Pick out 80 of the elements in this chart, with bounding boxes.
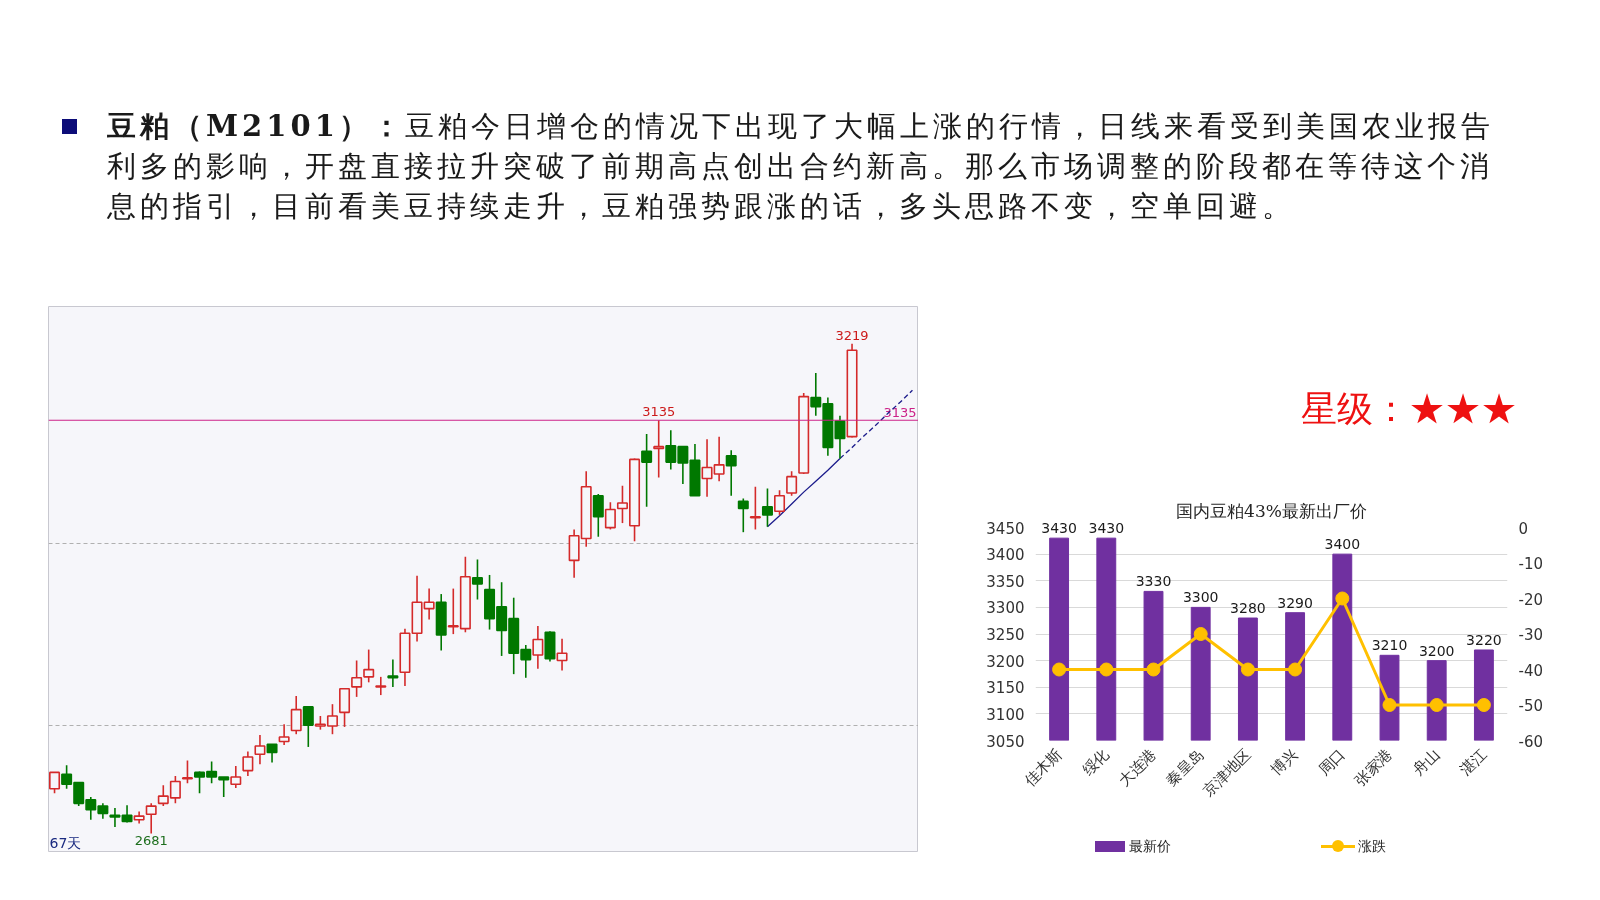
y-tick-label: 3100 [986, 705, 1025, 724]
candlestick [556, 637, 568, 672]
data-label: 3400 [1324, 536, 1361, 553]
y-tick-label: 3450 [986, 519, 1025, 538]
annotation: 67天 [49, 834, 82, 851]
ref-line-label: 3135 [883, 405, 917, 421]
candlestick [375, 676, 387, 696]
candlestick [532, 625, 544, 670]
data-label: 3220 [1466, 631, 1502, 648]
candlestick [604, 501, 616, 531]
candlestick [786, 470, 798, 497]
candlestick [109, 807, 121, 828]
point [1429, 698, 1444, 712]
candlestick [592, 493, 604, 538]
y2-tick-label: -50 [1518, 697, 1543, 715]
y2-tick-label: -20 [1518, 590, 1543, 609]
y-tick-label: 3250 [986, 626, 1025, 644]
point [1382, 698, 1397, 712]
data-label: 3330 [1135, 573, 1172, 590]
candlestick [387, 658, 399, 688]
candlestick [266, 743, 278, 764]
y2-tick-label: -30 [1518, 626, 1543, 644]
y-tick-label: 3400 [986, 546, 1025, 565]
candlestick [351, 659, 363, 698]
point [1052, 662, 1067, 677]
annotation: 2681 [134, 833, 168, 849]
data-label: 3300 [1182, 589, 1219, 606]
x-tick-label: 周口 [1314, 745, 1349, 780]
y2-tick-label: -40 [1518, 661, 1543, 680]
candlestick [761, 487, 773, 528]
x-tick-label: 湛江 [1456, 745, 1491, 780]
candlestick [181, 759, 193, 785]
candlestick [363, 648, 375, 684]
y2-tick-label: 0 [1518, 519, 1529, 538]
data-label: 3200 [1418, 642, 1455, 659]
data-label: 3210 [1371, 637, 1408, 654]
candlestick [774, 489, 786, 516]
y2-tick-label: -60 [1518, 732, 1543, 751]
y-tick-label: 3350 [986, 572, 1025, 591]
legend-label: 涨跌 [1358, 837, 1386, 856]
data-label: 3290 [1277, 594, 1313, 611]
data-label: 3430 [1088, 520, 1125, 537]
candlestick [737, 497, 749, 533]
annotation: 3219 [835, 327, 869, 343]
y-tick-label: 3200 [986, 652, 1025, 671]
candlestick [230, 765, 242, 789]
candlestick [254, 734, 266, 766]
data-label: 3430 [1041, 520, 1077, 537]
candlestick [302, 706, 314, 748]
legend-label: 最新价 [1129, 837, 1171, 856]
text: 豆粕（M2101）： [107, 109, 405, 143]
candlestick [653, 419, 665, 479]
text: 星级：★★★ [1300, 387, 1518, 431]
candlestick [471, 558, 483, 601]
point [1099, 662, 1114, 677]
candlestick [242, 750, 254, 777]
point [1476, 698, 1491, 712]
point [1288, 662, 1303, 677]
chart-title: 国内豆粕43%最新出厂价 [1176, 500, 1367, 521]
x-tick-label: 绥化 [1078, 745, 1113, 780]
annotation: 3135 [642, 404, 676, 420]
y-tick-label: 3050 [986, 732, 1025, 751]
candlestick [145, 802, 157, 835]
candlestick [278, 723, 290, 746]
point [1335, 591, 1350, 606]
candlestick [725, 449, 737, 497]
candlestick [339, 687, 351, 728]
y-tick-label: 3300 [986, 599, 1025, 618]
x-tick-label: 博兴 [1267, 745, 1302, 780]
data-label: 3280 [1230, 600, 1266, 617]
y-tick-label: 3150 [986, 679, 1025, 698]
x-tick-label: 大连港 [1115, 745, 1160, 790]
candlestick [290, 695, 302, 735]
x-tick-label: 张家港 [1351, 745, 1396, 790]
x-tick-label: 舟山 [1409, 745, 1444, 780]
y2-tick-label: -10 [1518, 555, 1543, 573]
point [1240, 662, 1255, 677]
point [1146, 662, 1161, 677]
candlestick [641, 433, 653, 508]
point [1193, 627, 1208, 641]
